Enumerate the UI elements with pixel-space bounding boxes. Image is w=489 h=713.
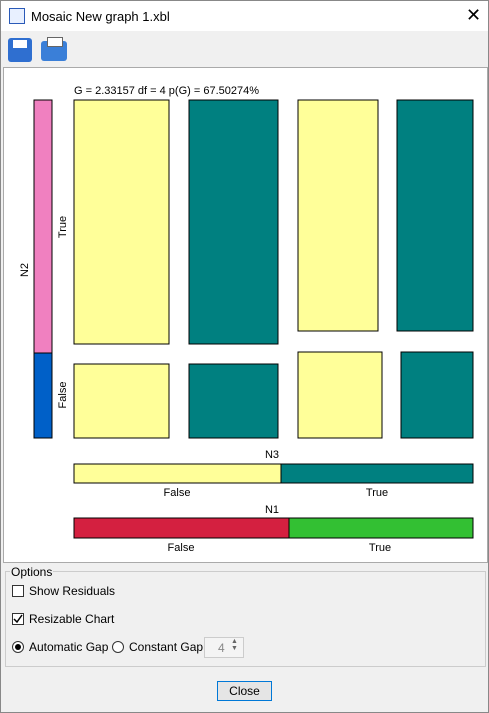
row-label: True <box>57 216 69 238</box>
radio-label[interactable]: Automatic Gap <box>29 640 109 654</box>
mosaic-chart: G = 2.33157 df = 4 p(G) = 67.50274% N2 T… <box>3 67 488 563</box>
radio[interactable] <box>12 641 24 653</box>
n1-false-bar <box>73 517 290 539</box>
n1-true-bar <box>288 517 474 539</box>
n1-category: False <box>168 542 195 554</box>
save-icon[interactable] <box>8 38 32 62</box>
checkbox[interactable] <box>12 613 24 625</box>
row-axis-label: N2 <box>19 263 31 277</box>
n3-category: False <box>164 487 191 499</box>
title-bar: Mosaic New graph 1.xbl ✕ <box>1 1 488 31</box>
tile <box>400 351 474 439</box>
n2-true-bar <box>33 99 53 354</box>
app-icon <box>9 8 25 24</box>
tile <box>188 99 279 345</box>
gap-spinner[interactable]: 4 ▲ ▼ <box>204 637 244 658</box>
tile <box>73 363 170 439</box>
row-label: False <box>57 382 69 409</box>
window-title: Mosaic New graph 1.xbl <box>31 9 170 24</box>
close-x[interactable]: ✕ <box>466 5 482 25</box>
options-group <box>5 571 486 667</box>
tile <box>297 99 379 332</box>
n1-label: N1 <box>265 504 279 516</box>
n2-false-bar <box>33 352 53 439</box>
tile <box>73 99 170 345</box>
options-title: Options <box>10 565 54 579</box>
checkbox-label[interactable]: Resizable Chart <box>29 612 115 626</box>
tile <box>396 99 474 332</box>
statistic: G = 2.33157 df = 4 p(G) = 67.50274% <box>74 85 259 97</box>
tile <box>188 363 279 439</box>
radio[interactable] <box>112 641 124 653</box>
n3-category: True <box>366 487 388 499</box>
n3-true-bar <box>280 463 474 484</box>
n1-category: True <box>369 542 391 554</box>
tile <box>297 351 383 439</box>
checkbox-label[interactable]: Show Residuals <box>29 584 116 598</box>
close-button[interactable]: Close <box>217 681 272 701</box>
radio-label[interactable]: Constant Gap <box>129 640 204 654</box>
checkbox[interactable] <box>12 585 24 597</box>
n3-label: N3 <box>265 449 279 461</box>
print-icon[interactable] <box>41 37 67 61</box>
gap-value: 4 <box>218 641 225 655</box>
n3-false-bar <box>73 463 282 484</box>
